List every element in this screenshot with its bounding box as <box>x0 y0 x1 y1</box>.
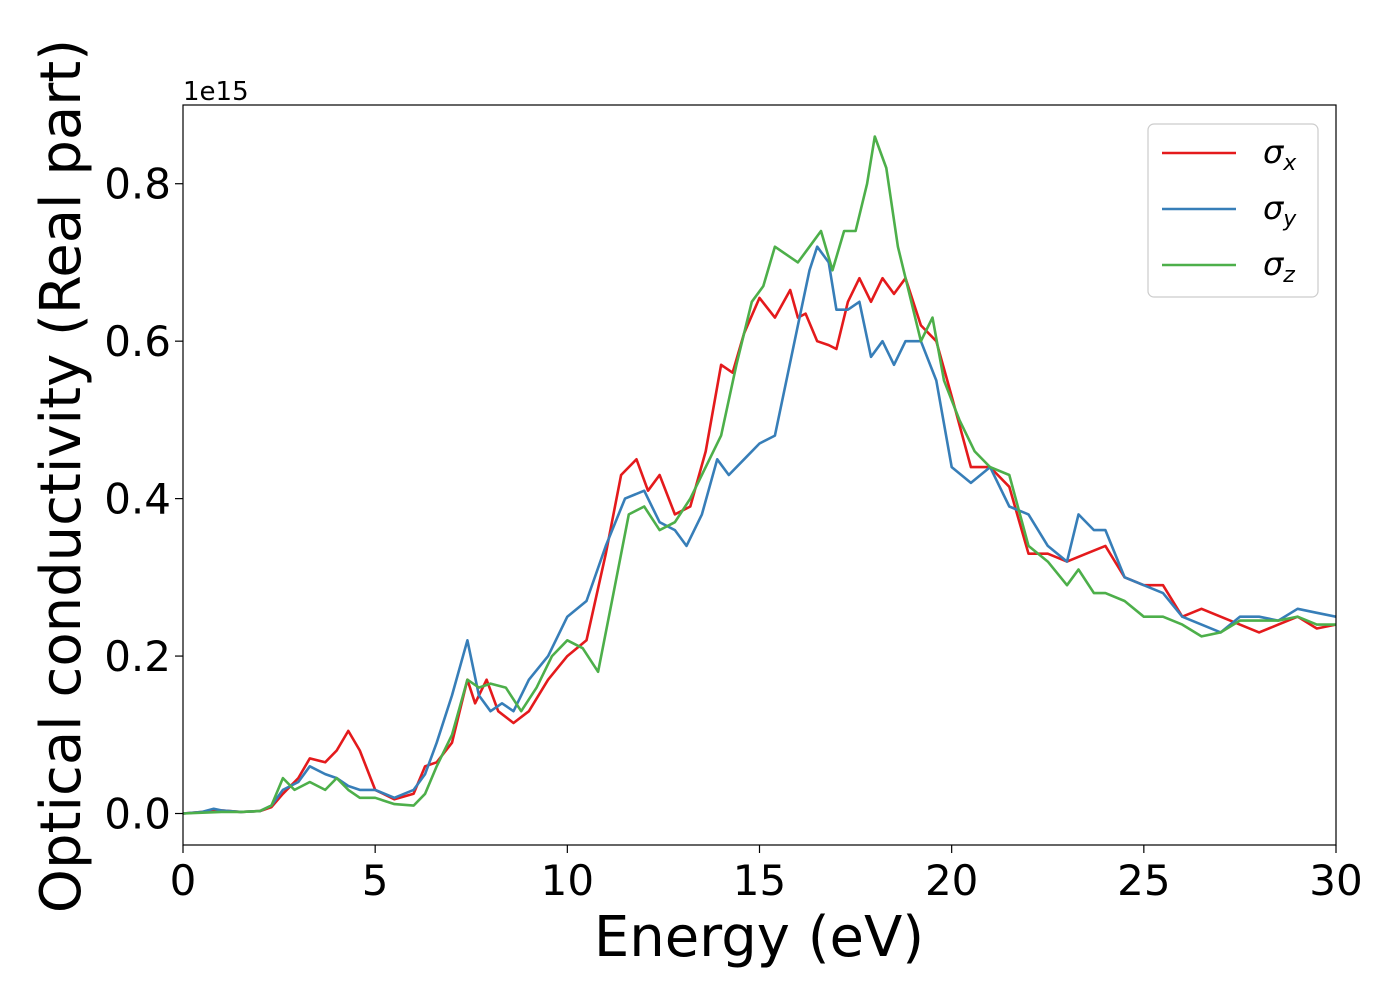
y-axis: 0.0 0.2 0.4 0.6 0.8 <box>104 160 183 839</box>
y-tick-label: 0.0 <box>104 790 171 839</box>
legend-label-z: σz <box>1263 245 1295 288</box>
legend-label-x: σx <box>1263 133 1297 176</box>
legend-frame <box>1147 123 1319 298</box>
plot-area: 0 5 10 15 20 25 30 0.0 0.2 0.4 0.6 0.8 <box>104 104 1363 905</box>
y-tick-label: 0.6 <box>104 317 171 366</box>
legend-label-y: σy <box>1263 189 1297 232</box>
legend: σx σy σz <box>1147 123 1319 298</box>
x-axis: 0 5 10 15 20 25 30 <box>170 845 1363 905</box>
x-tick-label: 5 <box>362 856 389 905</box>
x-tick-label: 25 <box>1117 856 1170 905</box>
y-tick-label: 0.2 <box>104 632 171 681</box>
y-axis-label: Optical conductivity (Real part) <box>29 39 94 913</box>
series-line-z <box>183 135 1336 815</box>
x-tick-label: 10 <box>541 856 594 905</box>
series-layer <box>183 135 1336 815</box>
x-tick-label: 15 <box>733 856 786 905</box>
y-tick-label: 0.4 <box>104 475 171 524</box>
y-offset-label: 1e15 <box>183 77 249 107</box>
x-tick-label: 30 <box>1309 856 1362 905</box>
series-line-y <box>183 245 1336 815</box>
x-axis-label: Energy (eV) <box>594 905 924 970</box>
x-tick-label: 20 <box>925 856 978 905</box>
x-tick-label: 0 <box>170 856 197 905</box>
y-tick-label: 0.8 <box>104 160 171 209</box>
